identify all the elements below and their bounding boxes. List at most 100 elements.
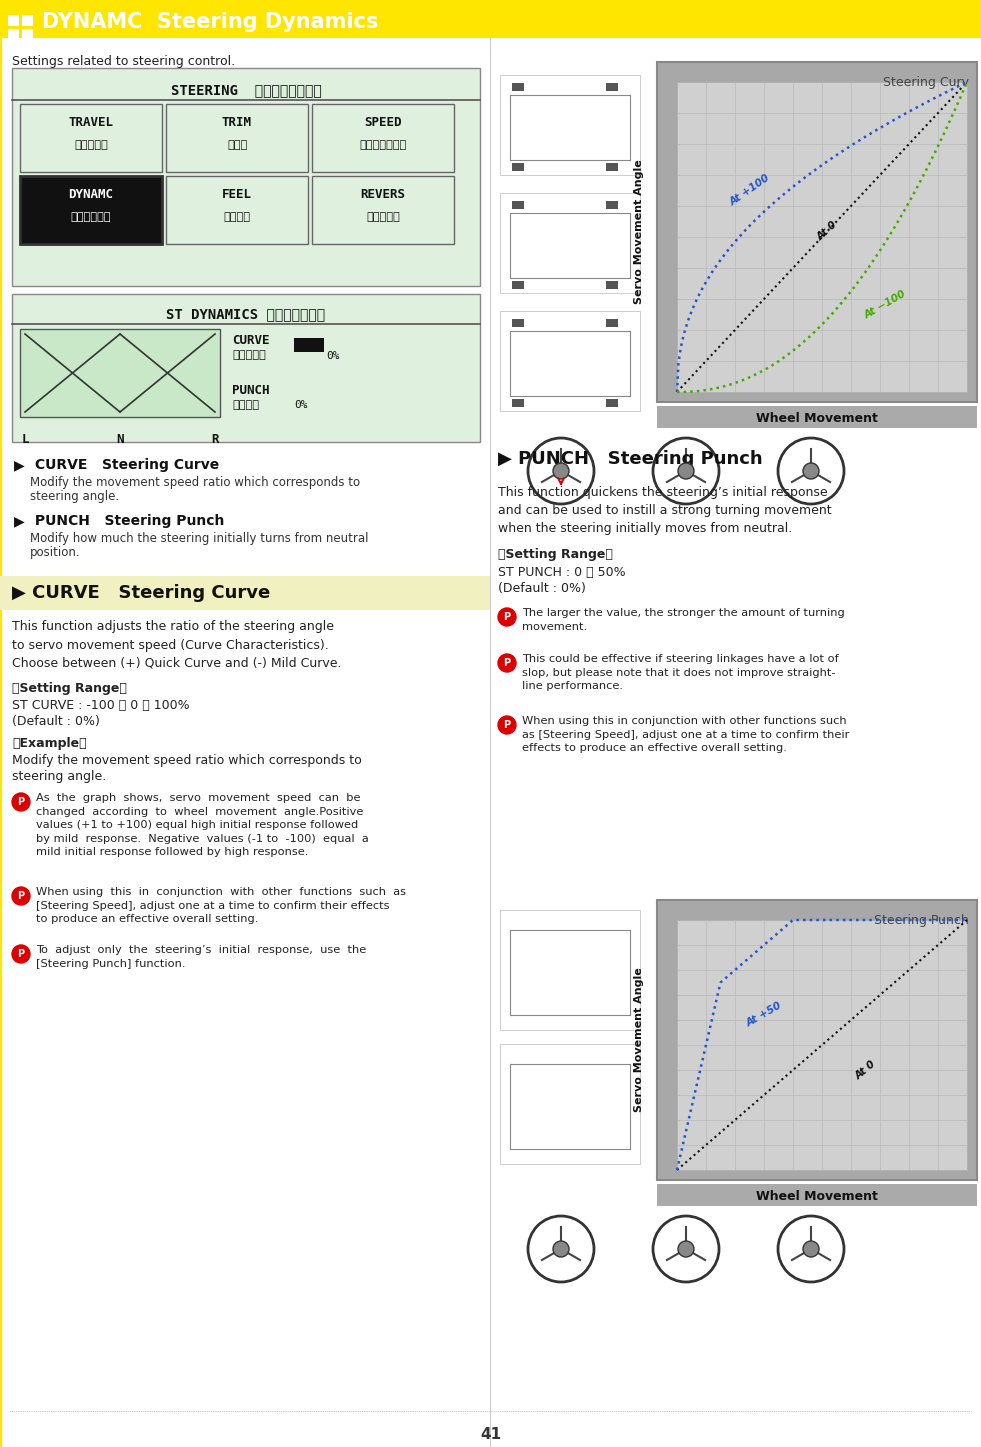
Text: ST CURVE : -100 〜 0 〜 100%: ST CURVE : -100 〜 0 〜 100% <box>12 699 189 712</box>
Bar <box>500 311 640 411</box>
Text: This function adjusts the ratio of the steering angle
to servo movement speed (C: This function adjusts the ratio of the s… <box>12 619 341 670</box>
Text: Settings related to steering control.: Settings related to steering control. <box>12 55 235 68</box>
Bar <box>677 920 967 1171</box>
Bar <box>0 576 490 611</box>
Text: The larger the value, the stronger the amount of turning
movement.: The larger the value, the stronger the a… <box>522 608 845 631</box>
Text: CURVE: CURVE <box>232 334 270 347</box>
Text: Wheel Movement: Wheel Movement <box>756 1191 878 1204</box>
Text: P: P <box>503 721 510 729</box>
Text: Servo Movement Angle: Servo Movement Angle <box>634 968 644 1113</box>
Text: At −100: At −100 <box>863 289 908 321</box>
Text: P: P <box>503 612 510 622</box>
Text: PUNCH   Steering Punch: PUNCH Steering Punch <box>30 514 225 528</box>
Bar <box>166 177 308 245</box>
Text: When using this in conjunction with other functions such
as [Steering Speed], ad: When using this in conjunction with othe… <box>522 716 850 754</box>
Text: 【Setting Range】: 【Setting Range】 <box>498 548 613 561</box>
Text: At 0: At 0 <box>816 220 840 242</box>
Text: ST DYNAMICS ﾀﾞｲﾅﾐｸｽ: ST DYNAMICS ﾀﾞｲﾅﾐｸｽ <box>167 307 326 321</box>
Bar <box>166 104 308 172</box>
Text: STEERING  ｽﾃｱﾘﾝｸﾞ゜: STEERING ｽﾃｱﾘﾝｸﾞ゜ <box>171 82 322 97</box>
Text: ▶ PUNCH   Steering Punch: ▶ PUNCH Steering Punch <box>498 450 762 467</box>
Bar <box>606 281 618 289</box>
Bar <box>312 177 454 245</box>
Bar <box>20 328 220 417</box>
Bar <box>657 1184 977 1205</box>
Text: P: P <box>18 949 25 959</box>
Text: (Default : 0%): (Default : 0%) <box>12 715 100 728</box>
Text: ﾄﾘﾑ: ﾄﾘﾑ <box>227 140 247 150</box>
Bar <box>22 29 33 41</box>
Bar <box>512 399 524 407</box>
Text: position.: position. <box>30 546 80 559</box>
Bar <box>606 164 618 171</box>
Bar <box>20 104 162 172</box>
Circle shape <box>12 793 30 810</box>
Bar <box>312 104 454 172</box>
Bar <box>500 1043 640 1163</box>
Circle shape <box>498 654 516 671</box>
Bar <box>0 0 981 38</box>
Bar <box>606 399 618 407</box>
Bar <box>12 68 480 287</box>
Text: P: P <box>18 891 25 901</box>
Text: N: N <box>117 433 124 446</box>
Text: L: L <box>22 433 28 446</box>
Circle shape <box>12 945 30 964</box>
Text: 【Setting Range】: 【Setting Range】 <box>12 682 127 695</box>
Text: ﾄﾗﾍﾞﾙ: ﾄﾗﾍﾞﾙ <box>75 140 108 150</box>
Text: CURVE   Steering Curve: CURVE Steering Curve <box>30 459 219 472</box>
Bar <box>657 62 977 402</box>
Text: ▶: ▶ <box>14 459 25 472</box>
Text: At +100: At +100 <box>728 174 771 208</box>
Circle shape <box>803 463 819 479</box>
Bar <box>512 201 524 208</box>
Bar <box>22 14 33 26</box>
Text: ｽﾋﾟｰﾄﾞ゜: ｽﾋﾟｰﾄﾞ゜ <box>359 140 407 150</box>
Text: ▶ CURVE   Steering Curve: ▶ CURVE Steering Curve <box>12 585 270 602</box>
Circle shape <box>553 463 569 479</box>
Text: Steering Curv: Steering Curv <box>883 77 969 90</box>
Text: At 0: At 0 <box>853 1059 878 1081</box>
Bar <box>512 281 524 289</box>
Bar <box>500 75 640 175</box>
Text: 【Example】: 【Example】 <box>12 737 86 750</box>
Bar <box>606 318 618 327</box>
Text: Modify the movement speed ratio which corresponds to: Modify the movement speed ratio which co… <box>30 476 360 489</box>
Bar <box>657 900 977 1179</box>
Bar <box>8 14 19 26</box>
Text: To  adjust  only  the  steering’s  initial  response,  use  the
[Steering Punch]: To adjust only the steering’s initial re… <box>36 945 366 968</box>
Circle shape <box>678 1242 694 1257</box>
Text: This function quickens the steering’s initial response
and can be used to instil: This function quickens the steering’s in… <box>498 486 832 535</box>
Text: 0%: 0% <box>294 399 307 410</box>
Bar <box>606 201 618 208</box>
Bar <box>512 82 524 91</box>
Text: FEEL: FEEL <box>222 188 252 201</box>
Text: Steering Punch: Steering Punch <box>874 915 969 928</box>
Bar <box>294 339 324 352</box>
Text: P: P <box>18 797 25 807</box>
Bar <box>512 164 524 171</box>
Text: 0%: 0% <box>326 352 339 360</box>
Circle shape <box>553 1242 569 1257</box>
Text: ﾀﾞｲﾅﾐｸ: ﾀﾞｲﾅﾐｸ <box>71 213 111 221</box>
Text: REVERS: REVERS <box>360 188 405 201</box>
Text: At +50: At +50 <box>745 1001 784 1029</box>
Text: 41: 41 <box>480 1427 501 1443</box>
Text: ﾘﾊﾞｰｽ: ﾘﾊﾞｰｽ <box>366 213 400 221</box>
Text: As  the  graph  shows,  servo  movement  speed  can  be
changed  according  to  : As the graph shows, servo movement speed… <box>36 793 369 858</box>
Text: This could be effective if steering linkages have a lot of
slop, but please note: This could be effective if steering link… <box>522 654 839 692</box>
Bar <box>512 318 524 327</box>
Circle shape <box>678 463 694 479</box>
Bar <box>500 192 640 292</box>
Text: ▶: ▶ <box>14 514 25 528</box>
Circle shape <box>803 1242 819 1257</box>
Circle shape <box>12 887 30 904</box>
Bar <box>500 910 640 1030</box>
Text: DYNAMC  Steering Dynamics: DYNAMC Steering Dynamics <box>42 12 379 32</box>
Bar <box>20 177 162 245</box>
Text: SPEED: SPEED <box>364 116 402 129</box>
Circle shape <box>498 608 516 627</box>
Text: ﾌｨｰﾙ: ﾌｨｰﾙ <box>224 213 250 221</box>
Bar <box>8 29 19 41</box>
Text: steering angle.: steering angle. <box>12 770 106 783</box>
